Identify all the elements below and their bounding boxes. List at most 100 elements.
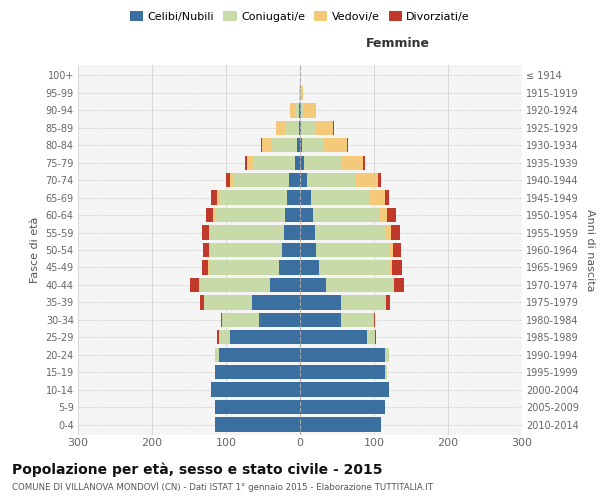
Bar [211, 382, 300, 397]
Bar [315, 226, 385, 239]
Bar [271, 278, 300, 292]
Bar [374, 312, 376, 327]
Bar [300, 156, 304, 170]
Bar [285, 208, 300, 222]
Bar [301, 86, 303, 100]
Bar [300, 330, 367, 344]
Bar [215, 365, 300, 380]
Bar [341, 156, 363, 170]
Bar [296, 103, 299, 118]
Bar [199, 278, 200, 292]
Bar [204, 295, 252, 310]
Bar [367, 330, 376, 344]
Bar [389, 243, 392, 257]
Bar [299, 86, 300, 100]
Bar [307, 173, 355, 188]
Bar [300, 260, 319, 274]
Bar [300, 120, 301, 135]
Bar [392, 278, 394, 292]
Bar [279, 260, 300, 274]
Bar [394, 278, 404, 292]
Bar [341, 312, 374, 327]
Bar [304, 103, 316, 118]
Bar [209, 260, 279, 274]
Bar [300, 173, 307, 188]
Bar [211, 190, 217, 205]
Bar [300, 86, 301, 100]
Bar [262, 138, 271, 152]
Bar [315, 120, 334, 135]
Bar [200, 295, 204, 310]
Bar [391, 226, 400, 239]
Bar [311, 190, 370, 205]
Y-axis label: Fasce di età: Fasce di età [30, 217, 40, 283]
Y-axis label: Anni di nascita: Anni di nascita [584, 209, 595, 291]
Bar [230, 330, 300, 344]
Bar [226, 173, 230, 188]
Bar [355, 173, 378, 188]
Bar [220, 190, 287, 205]
Bar [341, 295, 385, 310]
Bar [300, 365, 385, 380]
Bar [363, 156, 365, 170]
Bar [287, 190, 300, 205]
Bar [217, 190, 220, 205]
Bar [385, 190, 389, 205]
Text: Femmine: Femmine [365, 37, 430, 50]
Bar [259, 312, 300, 327]
Bar [295, 156, 300, 170]
Bar [316, 243, 389, 257]
Bar [210, 243, 282, 257]
Bar [347, 138, 348, 152]
Bar [217, 330, 218, 344]
Bar [285, 120, 299, 135]
Bar [370, 190, 385, 205]
Bar [208, 260, 209, 274]
Bar [221, 312, 222, 327]
Legend: Celibi/Nubili, Coniugati/e, Vedovi/e, Divorziati/e: Celibi/Nubili, Coniugati/e, Vedovi/e, Di… [130, 12, 470, 22]
Bar [300, 278, 326, 292]
Bar [302, 138, 325, 152]
Bar [385, 226, 391, 239]
Bar [202, 226, 209, 239]
Bar [300, 295, 341, 310]
Bar [385, 295, 386, 310]
Bar [326, 278, 392, 292]
Bar [252, 295, 300, 310]
Bar [388, 208, 396, 222]
Bar [389, 260, 392, 274]
Bar [313, 208, 380, 222]
Bar [282, 243, 300, 257]
Bar [392, 260, 402, 274]
Bar [385, 348, 389, 362]
Bar [300, 208, 313, 222]
Bar [223, 312, 259, 327]
Bar [277, 120, 285, 135]
Bar [289, 173, 300, 188]
Bar [300, 226, 315, 239]
Bar [385, 365, 386, 380]
Bar [300, 190, 311, 205]
Bar [319, 260, 389, 274]
Bar [215, 348, 218, 362]
Bar [202, 260, 208, 274]
Bar [300, 418, 382, 432]
Bar [271, 138, 297, 152]
Bar [215, 400, 300, 414]
Bar [300, 243, 316, 257]
Bar [378, 173, 382, 188]
Text: COMUNE DI VILLANOVA MONDOVÌ (CN) - Dati ISTAT 1° gennaio 2015 - Elaborazione TUT: COMUNE DI VILLANOVA MONDOVÌ (CN) - Dati … [12, 481, 433, 492]
Bar [206, 208, 214, 222]
Text: Popolazione per età, sesso e stato civile - 2015: Popolazione per età, sesso e stato civil… [12, 462, 383, 477]
Bar [203, 243, 209, 257]
Bar [300, 382, 389, 397]
Bar [325, 138, 347, 152]
Bar [215, 418, 300, 432]
Bar [301, 120, 315, 135]
Bar [300, 312, 341, 327]
Bar [299, 120, 300, 135]
Bar [297, 138, 300, 152]
Bar [230, 173, 233, 188]
Bar [300, 103, 301, 118]
Bar [247, 156, 254, 170]
